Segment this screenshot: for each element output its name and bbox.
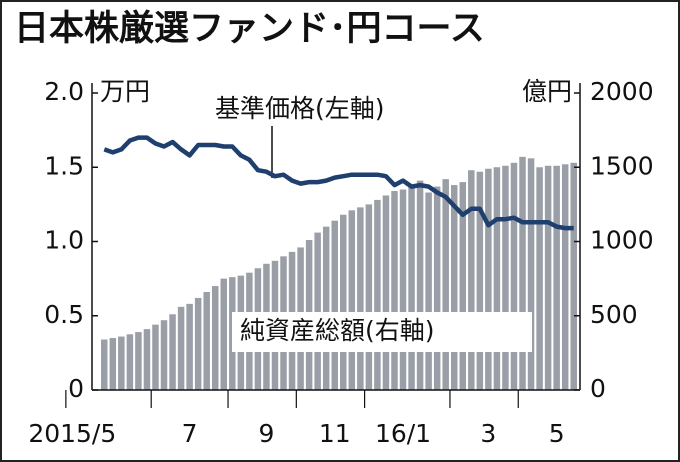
y2-tick-label: 1500 (590, 151, 654, 180)
x-tick-label: 9 (258, 419, 274, 448)
bar (109, 338, 117, 390)
bar (143, 329, 151, 390)
chart-title: 日本株厳選ファンド･円コース (14, 9, 485, 49)
bar (348, 210, 356, 390)
bar (510, 162, 518, 390)
bar (476, 171, 484, 390)
bar (442, 179, 449, 390)
bar (382, 195, 390, 390)
bar (365, 204, 373, 390)
y2-tick-label: 500 (590, 300, 638, 329)
bar (152, 324, 159, 390)
x-tick-label: 11 (319, 419, 351, 448)
bar (177, 306, 185, 390)
line (103, 135, 574, 231)
y-tick-label: 2.0 (44, 77, 84, 106)
y2-tick-label: 0 (590, 374, 606, 403)
x-tick-label: 2015/5 (28, 419, 116, 448)
bar (553, 165, 560, 390)
y-tick-label: 1.5 (44, 151, 84, 180)
bar (493, 167, 501, 390)
bar (340, 214, 347, 390)
bar (211, 286, 219, 390)
y-tick-label: 1.0 (44, 226, 84, 255)
y2-tick-label: 1000 (590, 226, 654, 255)
bar (135, 332, 142, 390)
bar (357, 207, 364, 390)
bar (416, 180, 424, 390)
bar (391, 191, 398, 390)
bar (527, 158, 535, 390)
x-tick-label: 5 (549, 419, 565, 448)
bar (194, 297, 202, 390)
bar (485, 168, 492, 390)
bar (322, 226, 330, 390)
x-tick-label: 7 (182, 419, 198, 448)
bar (374, 199, 381, 390)
y2-tick-label: 2000 (590, 77, 654, 106)
bar (408, 185, 415, 390)
annotation-bg (232, 312, 532, 352)
y-tick-label: 0 (68, 374, 84, 403)
bar (331, 220, 338, 390)
y-unit: 万円 (100, 77, 150, 106)
bar (101, 339, 108, 390)
bar (570, 162, 577, 390)
bar (544, 165, 552, 390)
bar (399, 189, 407, 390)
bar (186, 303, 193, 390)
bar-annotation: 純資産総額(右軸) (240, 316, 435, 345)
bar (160, 320, 168, 390)
bar (502, 165, 509, 390)
y-tick-label: 0.5 (44, 300, 84, 329)
line-annotation: 基準価格(左軸) (215, 94, 385, 123)
bar (519, 156, 526, 390)
bar (314, 232, 321, 390)
bar (459, 182, 467, 390)
bar (468, 170, 475, 390)
bar (203, 291, 210, 390)
x-tick-label: 3 (480, 419, 496, 448)
bar (536, 167, 543, 390)
bar (450, 185, 458, 390)
x-tick-label: 16/1 (375, 419, 431, 448)
bar (425, 192, 432, 390)
bar (118, 336, 125, 390)
bar (220, 278, 228, 390)
bar (169, 314, 176, 390)
bar (561, 164, 569, 390)
bar (126, 334, 134, 390)
y2-unit: 億円 (522, 77, 572, 106)
bar (433, 186, 441, 390)
